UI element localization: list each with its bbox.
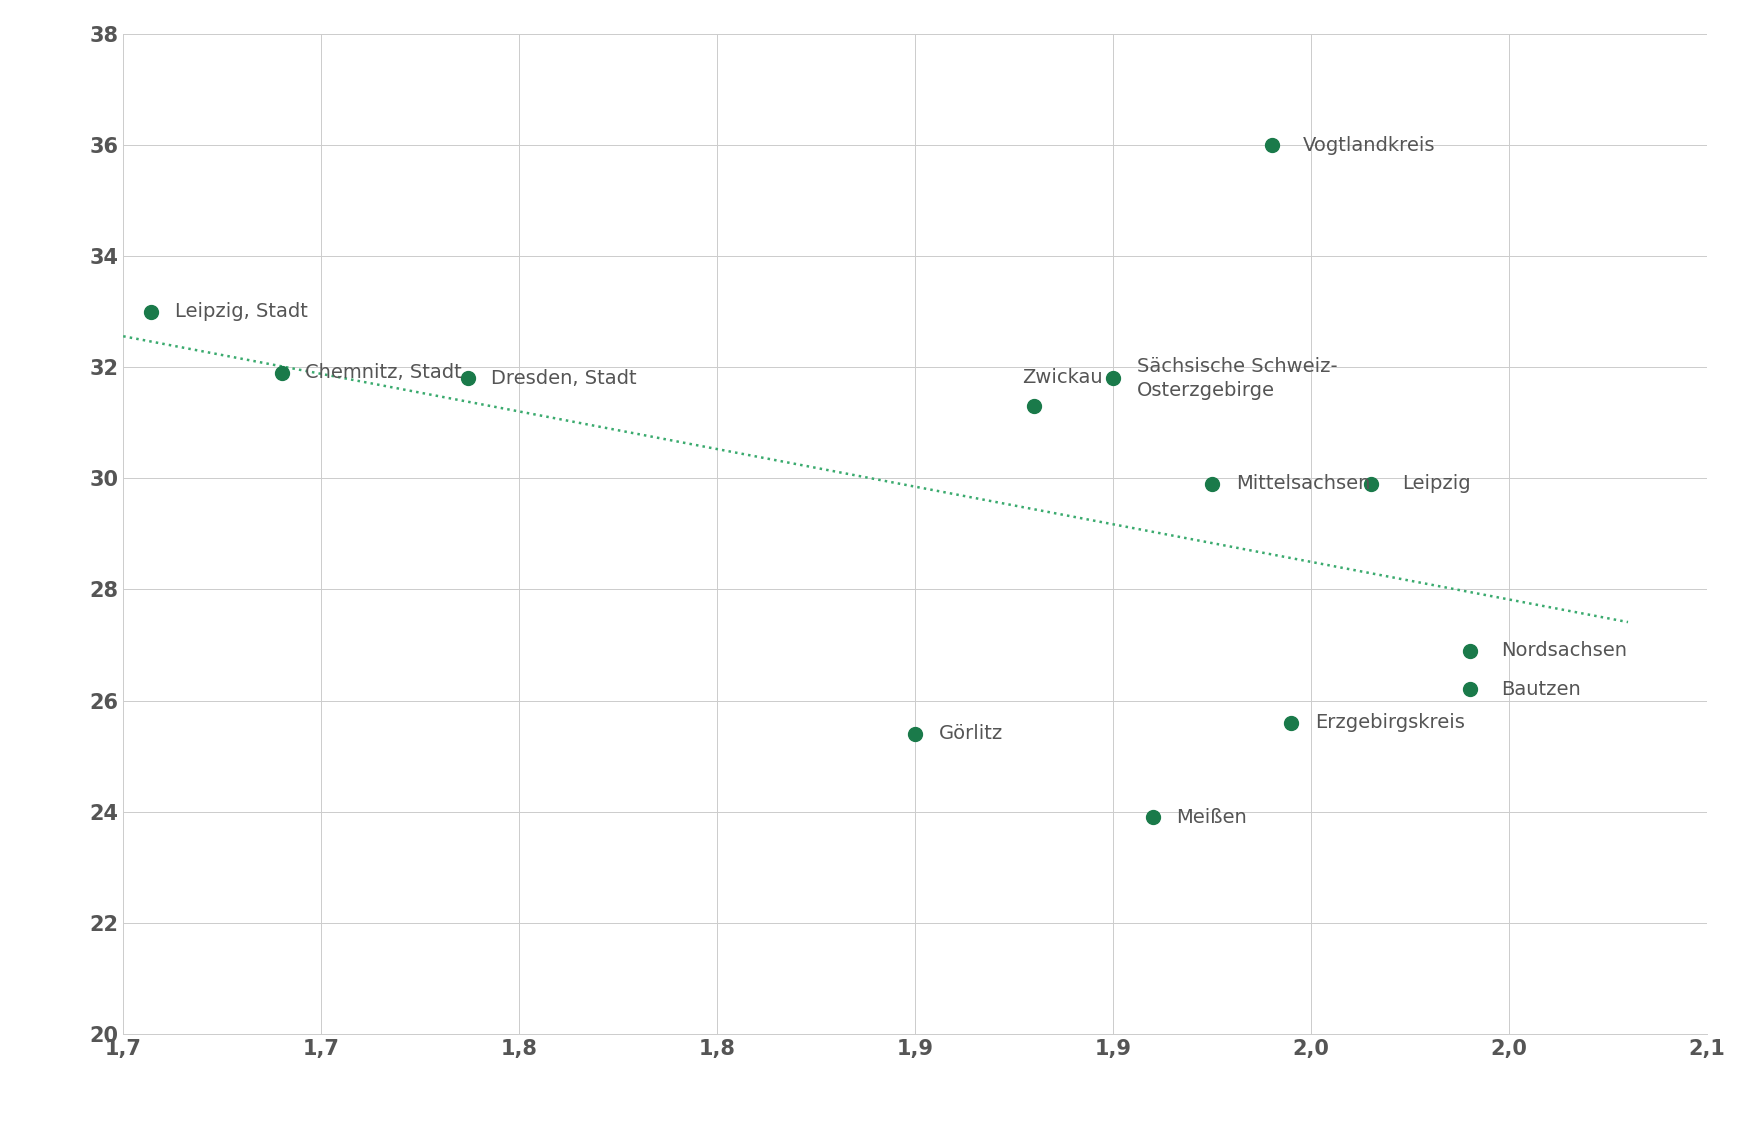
Text: Sächsische Schweiz-
Osterzgebirge: Sächsische Schweiz- Osterzgebirge <box>1137 357 1338 400</box>
Text: Zwickau: Zwickau <box>1023 368 1104 386</box>
Point <box>1456 642 1484 660</box>
Point <box>1139 808 1167 826</box>
Point <box>1021 398 1049 416</box>
Text: Erzgebirgskreis: Erzgebirgskreis <box>1315 713 1464 733</box>
Point <box>1456 680 1484 699</box>
Point <box>1098 369 1126 387</box>
Point <box>268 364 296 382</box>
Text: Mittelsachsen: Mittelsachsen <box>1236 475 1371 493</box>
Point <box>137 302 165 320</box>
Text: Vogtlandkreis: Vogtlandkreis <box>1302 135 1436 154</box>
Text: Leipzig: Leipzig <box>1403 475 1471 493</box>
Point <box>1199 475 1227 493</box>
Text: Bautzen: Bautzen <box>1501 680 1580 699</box>
Text: Leipzig, Stadt: Leipzig, Stadt <box>174 302 308 321</box>
Point <box>1357 475 1385 493</box>
Text: Nordsachsen: Nordsachsen <box>1501 641 1628 660</box>
Point <box>454 369 482 387</box>
Point <box>1257 136 1285 154</box>
Text: Dresden, Stadt: Dresden, Stadt <box>491 369 637 387</box>
Text: Görlitz: Görlitz <box>938 725 1003 743</box>
Point <box>1278 713 1306 732</box>
Point <box>901 725 929 743</box>
Text: Meißen: Meißen <box>1176 808 1248 827</box>
Text: Chemnitz, Stadt: Chemnitz, Stadt <box>304 364 463 383</box>
